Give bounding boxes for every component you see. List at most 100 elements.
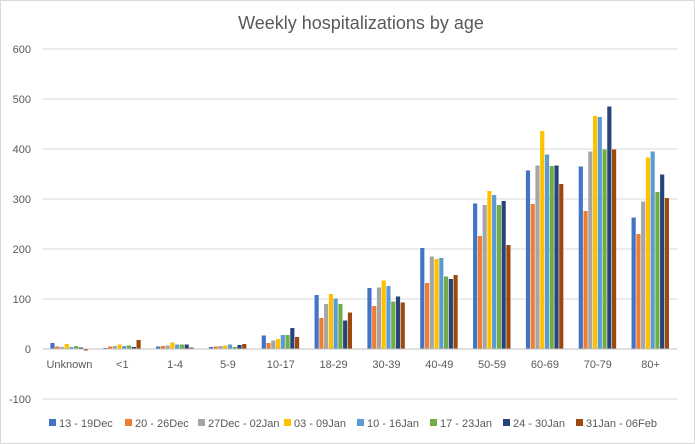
legend-swatch <box>503 419 510 426</box>
bar <box>424 283 430 349</box>
bar <box>319 318 324 349</box>
bar <box>612 149 617 349</box>
legend-label: 24 - 30Jan <box>513 418 565 430</box>
bar <box>549 166 554 349</box>
legend-swatch <box>284 419 291 426</box>
legend-label: 31Jan - 06Feb <box>586 418 657 430</box>
bar <box>386 286 391 349</box>
y-tick-label: -100 <box>9 394 31 406</box>
x-tick-label: 1-4 <box>167 359 183 371</box>
bars-layer <box>50 106 670 351</box>
grid-layer <box>43 48 677 400</box>
bar <box>593 116 598 349</box>
bar <box>74 346 79 349</box>
bar <box>607 106 612 349</box>
bar <box>482 205 487 349</box>
bar <box>50 343 55 349</box>
bar <box>395 296 401 349</box>
bar <box>338 304 343 349</box>
bar <box>290 328 295 349</box>
bar <box>189 347 194 349</box>
bar <box>107 346 113 349</box>
x-tick-label: 40-49 <box>425 359 453 371</box>
bar <box>420 248 425 349</box>
x-tick-label: 10-17 <box>267 359 295 371</box>
legend-swatch <box>125 419 132 426</box>
bar <box>501 201 506 349</box>
bar <box>544 154 550 349</box>
bar <box>376 287 382 349</box>
bar <box>343 320 348 349</box>
bar <box>83 349 88 351</box>
bar <box>232 347 237 349</box>
bar <box>179 344 184 349</box>
bar <box>64 344 69 349</box>
bar <box>506 245 511 349</box>
x-tick-label: 18-29 <box>320 359 348 371</box>
bar <box>400 302 405 349</box>
bar <box>540 131 545 349</box>
bar <box>218 346 223 349</box>
bar <box>367 288 372 349</box>
bar <box>314 295 319 349</box>
y-tick-label: 300 <box>13 194 31 206</box>
legend-swatch <box>49 419 56 426</box>
legend-label: 10 - 16Jan <box>367 418 419 430</box>
bar <box>492 195 497 349</box>
x-tick-label: 60-69 <box>531 359 559 371</box>
y-tick-label: 600 <box>13 44 31 56</box>
bar <box>583 211 588 349</box>
x-tick-label: <1 <box>116 359 129 371</box>
legend-swatch <box>430 419 437 426</box>
legend-label: 17 - 23Jan <box>440 418 492 430</box>
bar <box>122 346 127 349</box>
y-tick-label: 0 <box>25 344 31 356</box>
bar <box>160 346 165 349</box>
bar <box>170 342 175 349</box>
y-tick-label: 200 <box>13 244 31 256</box>
bar <box>645 157 650 349</box>
bar <box>655 192 660 349</box>
y-tick-label: 100 <box>13 294 31 306</box>
legend-label: 27Dec - 02Jan <box>208 418 280 430</box>
bar <box>328 294 333 349</box>
x-tick-label: Unknown <box>46 359 92 371</box>
x-tick-label: 70-79 <box>584 359 612 371</box>
x-tick-label: 50-59 <box>478 359 506 371</box>
bar <box>78 347 84 349</box>
x-tick-label: 5-9 <box>220 359 236 371</box>
bar <box>175 344 180 349</box>
x-tick-label: 30-39 <box>372 359 400 371</box>
bar <box>237 345 242 349</box>
bar <box>439 258 444 349</box>
legend-label: 03 - 09Jan <box>294 418 346 430</box>
bar <box>597 117 602 349</box>
bar <box>496 205 501 349</box>
bar <box>266 343 271 349</box>
bar <box>165 345 170 349</box>
bar <box>261 335 266 349</box>
bar <box>487 191 492 349</box>
legend-label: 20 - 26Dec <box>135 418 189 430</box>
bar <box>227 344 233 349</box>
bar <box>554 165 559 349</box>
y-tick-label: 400 <box>13 144 31 156</box>
bar <box>602 149 607 349</box>
bar <box>473 203 478 349</box>
legend-label: 13 - 19Dec <box>59 418 113 430</box>
bar <box>324 304 329 349</box>
bar <box>213 346 218 349</box>
bar <box>271 340 276 349</box>
bar <box>391 301 396 349</box>
chart-title: Weekly hospitalizations by age <box>238 13 484 33</box>
bar <box>453 275 458 349</box>
bar <box>347 312 353 349</box>
bar <box>448 279 453 349</box>
axis-layer: -100 0 100 200 300 400 500 600 Unknown <1 1-4 5-9 10… <box>9 44 677 406</box>
bar <box>535 165 540 349</box>
bar <box>242 344 247 349</box>
bar <box>559 184 564 349</box>
bar <box>381 280 386 349</box>
bar <box>444 276 449 349</box>
